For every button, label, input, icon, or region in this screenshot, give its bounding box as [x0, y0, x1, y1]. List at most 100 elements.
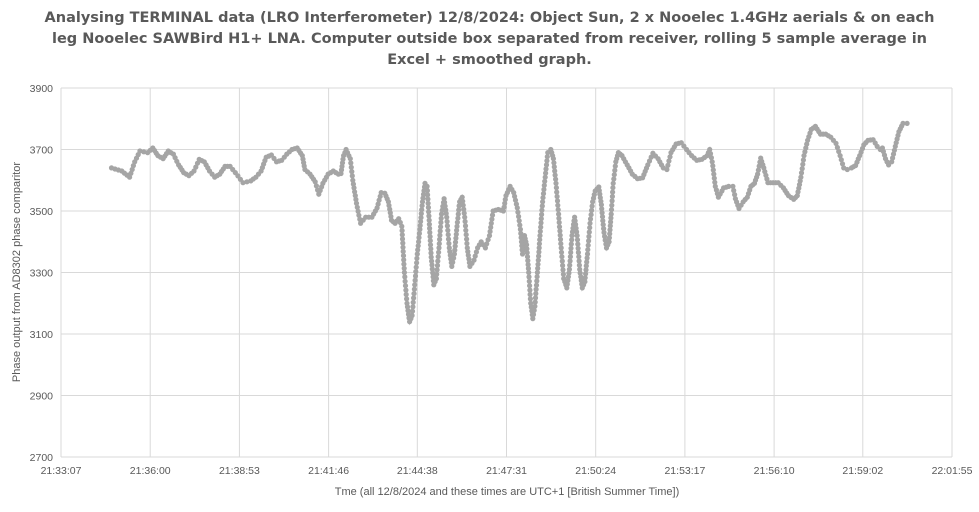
data-point-marker: [648, 154, 654, 160]
data-point-marker: [539, 203, 545, 209]
data-point-marker: [271, 155, 277, 161]
data-point-marker: [456, 203, 462, 209]
data-point-marker: [747, 187, 753, 193]
data-point-marker: [535, 261, 541, 267]
data-point-marker: [676, 140, 682, 146]
data-point-marker: [800, 161, 806, 167]
data-point-marker: [323, 174, 329, 180]
data-point-marker: [262, 158, 268, 164]
data-point-marker: [397, 219, 403, 226]
data-point-marker: [732, 192, 738, 198]
data-point-marker: [803, 145, 809, 151]
data-point-marker: [543, 166, 549, 172]
data-point-marker: [681, 143, 687, 149]
data-point-marker: [525, 258, 531, 264]
data-point-marker: [476, 242, 482, 248]
data-point-marker: [452, 247, 458, 253]
data-point-marker: [585, 242, 591, 248]
data-point-marker: [429, 266, 435, 272]
data-point-marker: [665, 162, 671, 168]
data-point-marker: [153, 150, 159, 156]
data-point-marker: [444, 218, 450, 225]
data-point-marker: [555, 202, 561, 208]
data-point-marker: [304, 169, 311, 175]
data-point-marker: [788, 194, 794, 201]
data-point-marker: [576, 262, 583, 268]
data-point-marker: [855, 156, 861, 162]
x-tick-label: 21:33:07: [41, 465, 82, 477]
data-point-marker: [179, 167, 185, 173]
y-tick-label: 2900: [30, 391, 54, 403]
data-point: [534, 269, 541, 276]
data-point-marker: [643, 165, 650, 171]
data-point: [438, 211, 445, 217]
data-point-marker: [489, 212, 496, 218]
data-point-marker: [773, 180, 779, 186]
data-point-marker: [428, 246, 434, 252]
data-point-marker: [637, 175, 643, 181]
data-point-marker: [454, 219, 460, 225]
data-point-marker: [425, 192, 431, 198]
data-point-marker: [534, 274, 540, 280]
data-point-marker: [224, 163, 231, 169]
data-point-marker: [797, 178, 803, 184]
data-point-marker: [557, 228, 563, 234]
data-point-marker: [551, 164, 557, 170]
data-point-marker: [540, 191, 547, 197]
data-point-marker: [430, 274, 436, 280]
data-point-marker: [610, 185, 616, 191]
data-point-marker: [710, 167, 716, 173]
data-point-marker: [516, 218, 522, 224]
data-point-marker: [560, 267, 566, 273]
data-point-marker: [452, 239, 459, 245]
chart-title: Analysing TERMINAL data (LRO Interferome…: [44, 10, 935, 68]
series-line: [111, 122, 908, 326]
data-point-marker: [419, 203, 425, 209]
data-point-marker: [742, 196, 748, 203]
data-point-marker: [436, 249, 442, 255]
data-point-marker: [799, 166, 805, 172]
data-point-marker: [425, 200, 431, 206]
data-point-marker: [377, 193, 383, 199]
x-tick-label: 22:01:55: [932, 465, 973, 477]
data-point-marker: [292, 146, 298, 152]
data-point-marker: [512, 197, 519, 203]
data-point-marker: [798, 170, 805, 176]
data-point-marker: [435, 254, 441, 260]
data-point-marker: [535, 265, 541, 271]
data-point-marker: [558, 241, 564, 247]
data-point-marker: [567, 254, 574, 260]
data-point-marker: [488, 224, 494, 230]
data-point-marker: [526, 278, 532, 284]
data-point-marker: [891, 147, 898, 153]
data-point-marker: [524, 254, 531, 260]
data-point-marker: [531, 307, 537, 313]
data-point: [610, 180, 616, 186]
y-tick-label: 3500: [30, 206, 54, 218]
data-point-marker: [430, 270, 436, 276]
data-point-marker: [427, 234, 433, 240]
x-tick-label: 21:41:46: [308, 465, 349, 477]
data-point-marker: [535, 257, 541, 263]
y-tick-labels: 2700 2900 3100 3300 3500 3700 3900: [30, 83, 54, 464]
data-point-marker: [589, 203, 595, 209]
data-point-marker: [403, 291, 409, 298]
data-point-marker: [438, 224, 444, 230]
data-point-marker: [581, 282, 587, 288]
data-point: [664, 166, 670, 173]
data-point-marker: [416, 235, 422, 241]
data-point-marker: [632, 173, 638, 179]
data-point-marker: [209, 171, 215, 177]
data-point-marker: [452, 243, 458, 249]
data-point-marker: [701, 154, 708, 161]
x-tick-label: 21:53:17: [664, 465, 705, 477]
data-point-marker: [426, 213, 432, 219]
data-point: [844, 166, 850, 173]
data-point-marker: [443, 210, 449, 217]
y-tick-label: 3100: [30, 329, 54, 341]
data-point: [540, 199, 546, 205]
data-point-marker: [333, 170, 339, 176]
data-point-marker: [807, 130, 813, 136]
data-point-marker: [612, 163, 618, 169]
data-point-marker: [464, 236, 470, 242]
